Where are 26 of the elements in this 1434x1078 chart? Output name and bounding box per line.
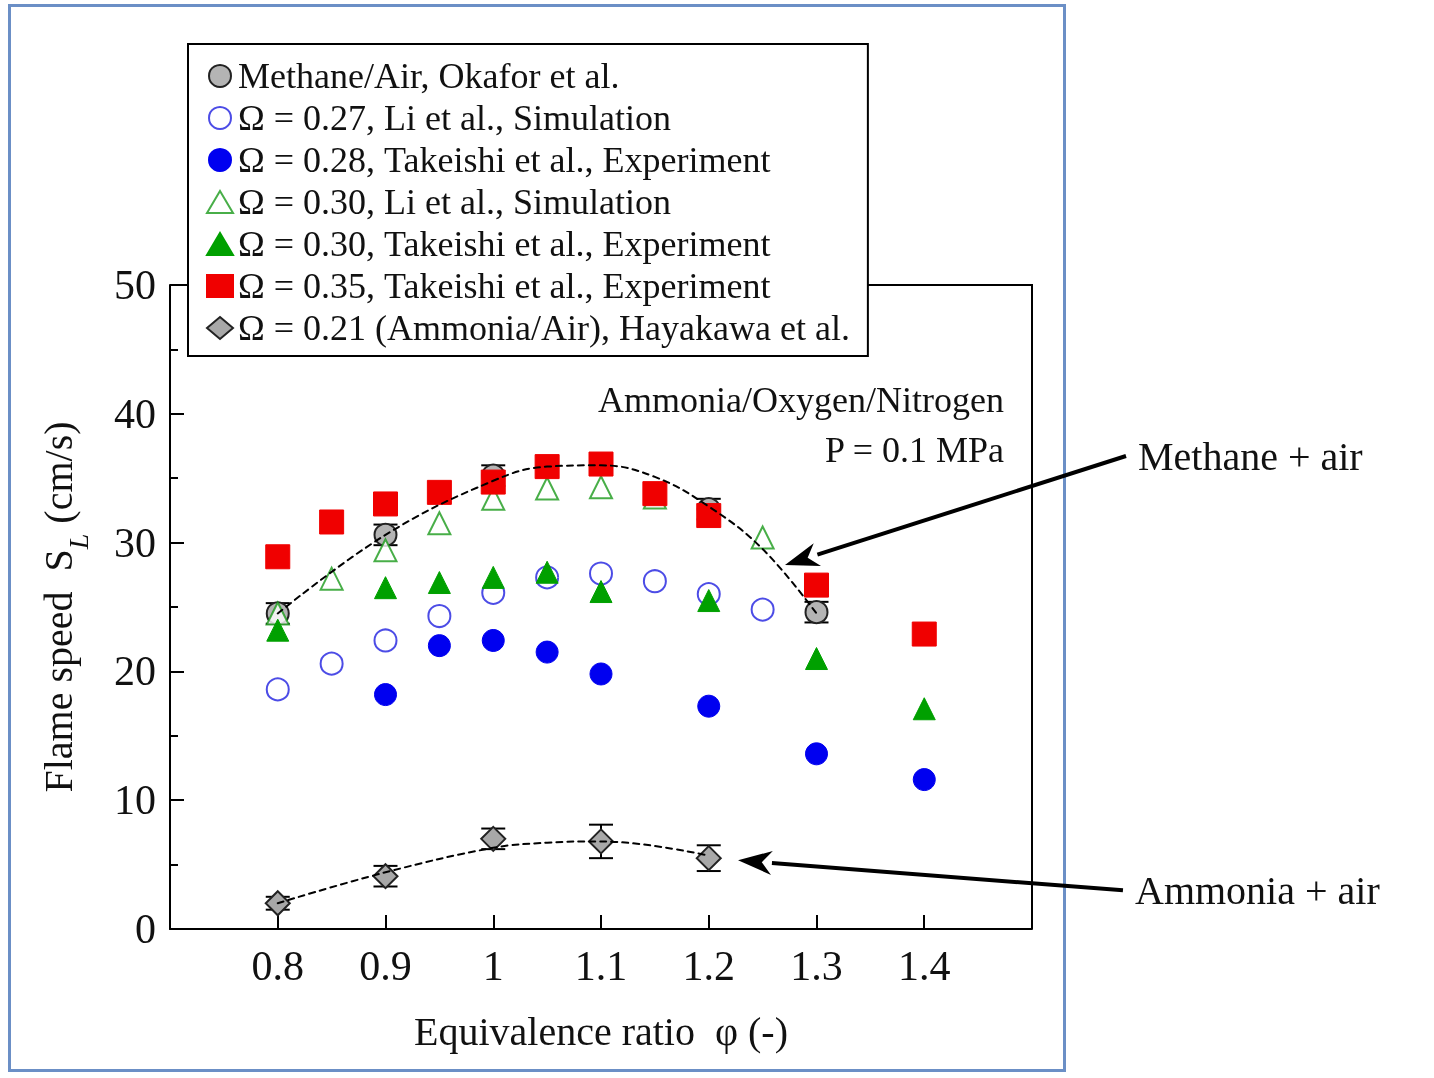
x-tick-label: 1.4 bbox=[898, 943, 951, 989]
legend-label: Methane/Air, Okafor et al. bbox=[238, 56, 620, 96]
annotation: P = 0.1 MPa bbox=[825, 430, 1005, 470]
x-tick-label: 0.9 bbox=[359, 943, 412, 989]
x-tick-label: 1 bbox=[482, 943, 504, 989]
legend-label: Ω = 0.30, Takeishi et al., Experiment bbox=[238, 224, 771, 264]
x-tick-label: 1.1 bbox=[574, 943, 628, 989]
y-tick-label: 30 bbox=[114, 519, 156, 566]
x-tick-label: 1.2 bbox=[682, 943, 735, 989]
text: Ammonia + air bbox=[1135, 867, 1380, 913]
text: Methane + air bbox=[1138, 433, 1363, 479]
legend-label: Ω = 0.28, Takeishi et al., Experiment bbox=[238, 140, 771, 180]
x-tick-label: 0.8 bbox=[251, 943, 304, 989]
legend-label: Ω = 0.30, Li et al., Simulation bbox=[238, 182, 672, 222]
annotation: Ammonia/Oxygen/Nitrogen bbox=[598, 380, 1004, 420]
y-tick-label: 0 bbox=[135, 906, 156, 952]
y-axis-title: Flame speed SL (cm/s) bbox=[35, 421, 94, 793]
y-tick-label: 50 bbox=[114, 262, 156, 308]
legend-label: Ω = 0.27, Li et al., Simulation bbox=[238, 98, 672, 138]
y-tick-label: 20 bbox=[114, 648, 156, 695]
x-axis-title: Equivalence ratio φ (-) bbox=[413, 1008, 789, 1054]
legend-label: Ω = 0.21 (Ammonia/Air), Hayakawa et al. bbox=[238, 308, 850, 348]
y-tick-label: 10 bbox=[114, 777, 156, 824]
y-tick-label: 40 bbox=[114, 390, 156, 437]
legend-label: Ω = 0.35, Takeishi et al., Experiment bbox=[238, 266, 771, 306]
x-tick-label: 1.3 bbox=[790, 943, 843, 989]
